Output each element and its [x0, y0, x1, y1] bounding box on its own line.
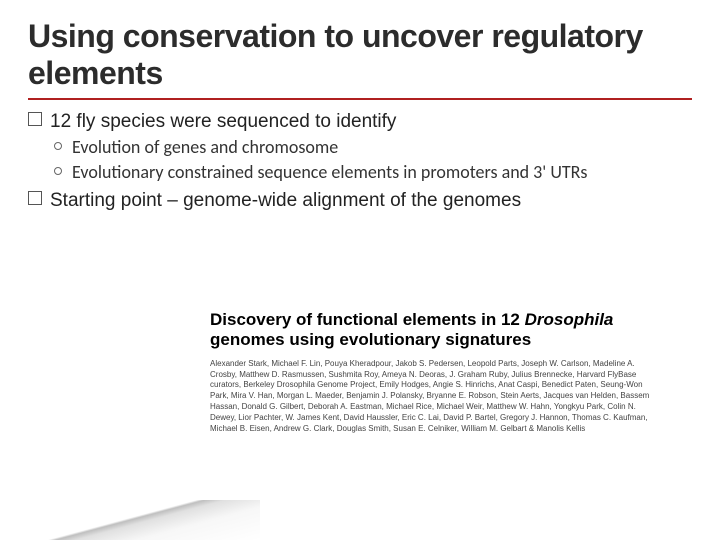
bullet-text: Starting point – genome-wide alignment o… [50, 190, 521, 211]
checkbox-icon [28, 191, 42, 205]
corner-accent [0, 500, 260, 540]
bullet-sub-1: Evolution of genes and chromosome [28, 136, 692, 159]
bullet-main-1: 12 fly species were sequenced to identif… [28, 110, 692, 135]
bullet-main-2: Starting point – genome-wide alignment o… [28, 189, 692, 214]
bullet-sub-text: Evolution of genes and chromosome [72, 136, 338, 158]
checkbox-icon [28, 112, 42, 126]
citation-block: Discovery of functional elements in 12 D… [210, 310, 650, 434]
slide-title: Using conservation to uncover regulatory… [28, 18, 692, 100]
cite-title-pre: Discovery of functional elements in 12 [210, 310, 525, 329]
cite-title-post: genomes using evolutionary signatures [210, 330, 531, 349]
citation-authors: Alexander Stark, Michael F. Lin, Pouya K… [210, 359, 650, 435]
ring-icon [54, 167, 62, 175]
bullet-sub-2: Evolutionary constrained sequence elemen… [28, 161, 692, 184]
citation-title: Discovery of functional elements in 12 D… [210, 310, 650, 351]
ring-icon [54, 142, 62, 150]
cite-title-italic: Drosophila [525, 310, 614, 329]
bullet-text: 12 fly species were sequenced to identif… [50, 111, 396, 132]
bullet-sub-text: Evolutionary constrained sequence elemen… [72, 161, 587, 183]
